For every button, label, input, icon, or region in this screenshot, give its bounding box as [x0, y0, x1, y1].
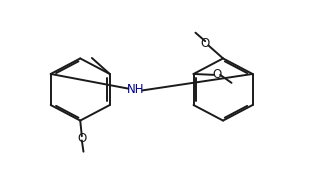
Text: O: O	[200, 37, 210, 50]
Text: O: O	[77, 132, 86, 145]
Text: NH: NH	[127, 83, 144, 96]
Text: O: O	[212, 68, 222, 81]
